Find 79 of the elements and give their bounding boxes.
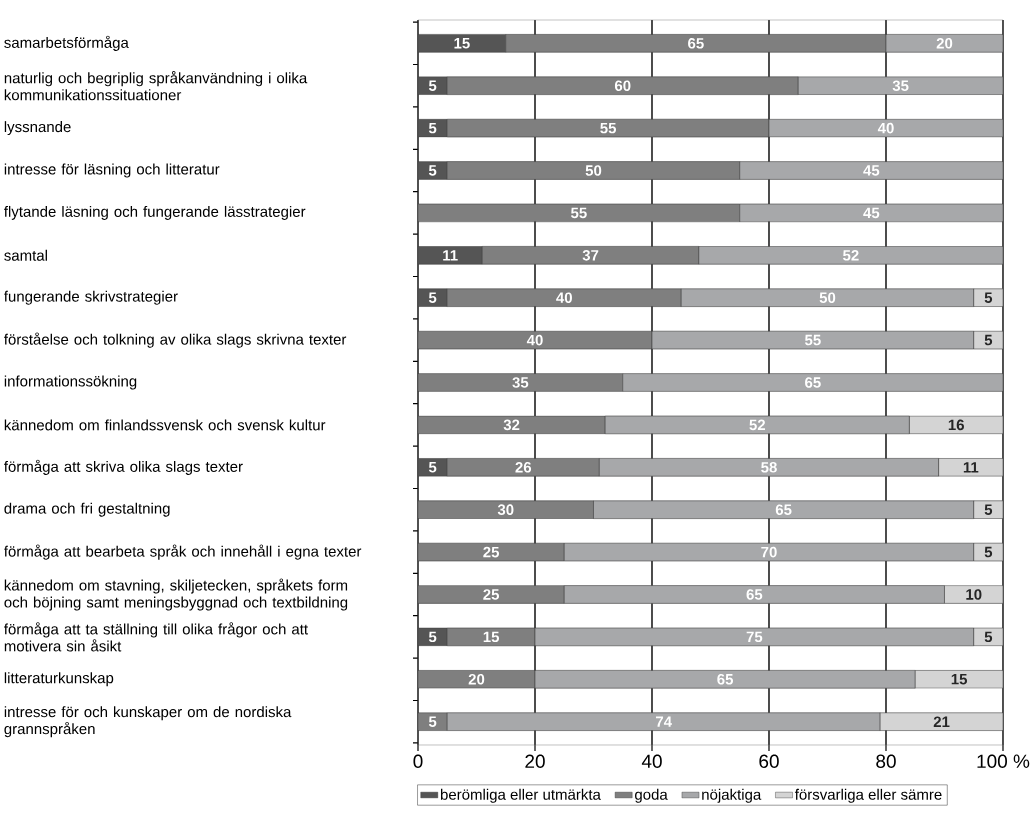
y-tick-label: naturlig och begriplig språkanvändning i olika kommunikationssituationer [4,71,308,101]
x-tick-label: 100 % [977,754,1030,768]
legend-label: berömliga eller utmärkta [440,788,601,803]
data-label: 11 [963,462,979,473]
data-label: 5 [428,631,437,643]
data-label: 55 [600,122,617,134]
data-label: 25 [483,546,500,558]
data-label: 52 [843,249,859,261]
data-label: 32 [503,419,520,431]
y-tick-label: förmåga att ta ställning till olika frågor och att motivera sin åsikt [4,622,308,652]
x-tick-label: 80 [876,754,896,768]
y-tick-label: litteraturkunskap [4,672,114,687]
legend-label: försvarliga eller sämre [794,788,942,803]
data-label: 35 [512,377,529,388]
data-label: 5 [428,716,437,727]
y-tick-label: kännedom om stavning, skiljetecken, språkets form och böjning samt meningsbyggnad och textbildning [4,578,348,611]
x-tick-label: 60 [759,754,779,768]
data-label: 30 [497,504,514,516]
data-label: 11 [443,250,458,261]
y-tick-label: informationssökning [4,375,137,390]
data-label: 5 [984,504,993,515]
data-label: 40 [877,122,894,134]
data-label: 50 [585,165,602,176]
data-label: 60 [614,80,631,92]
data-label: 25 [483,589,500,600]
data-label: 5 [428,80,437,91]
data-label: 70 [761,546,777,558]
y-tick-label: förmåga att bearbeta språk och innehåll i egna texter [4,544,362,560]
data-label: 74 [656,716,672,727]
data-label: 45 [863,165,880,176]
data-label: 5 [428,292,437,303]
x-tick-label: 20 [525,754,545,768]
data-label: 45 [863,207,880,219]
data-label: 65 [746,589,763,600]
data-label: 65 [775,504,792,515]
data-label: 15 [951,674,968,685]
y-tick-label: samtal [4,249,47,261]
x-tick-label: 40 [641,754,662,768]
data-label: 21 [933,716,950,727]
data-label: 65 [717,673,734,685]
x-tick-label: 0 [413,754,423,768]
legend-label: nöjaktiga [702,788,762,803]
data-label: 52 [749,419,766,431]
data-label: 5 [984,546,993,558]
data-label: 40 [556,292,572,304]
data-label: 65 [688,38,704,49]
y-tick-label: drama och fri gestaltning [4,502,170,517]
data-label: 65 [805,377,821,388]
y-tick-label: förmåga att skriva olika slags texter [4,459,243,475]
data-label: 5 [428,165,437,176]
data-label: 40 [526,334,543,346]
data-label: 55 [804,334,821,346]
data-label: 5 [428,462,437,473]
data-label: 55 [570,207,587,219]
data-label: 5 [984,631,993,643]
y-tick-label: kännedom om finlandssvensk och svensk kultur [4,419,326,431]
y-tick-label: samarbetsförmåga [4,35,129,51]
data-label: 5 [984,292,993,303]
data-label: 10 [966,589,982,600]
data-label: 16 [948,419,964,431]
data-label: 26 [515,461,532,473]
data-label: 20 [936,38,953,49]
y-tick-label: intresse för och kunskaper om de nordiska grannspråken [4,706,292,738]
legend-label: goda [635,788,668,803]
data-label: 35 [892,80,909,92]
y-tick-label: lyssnande [4,121,71,136]
data-label: 5 [984,334,993,346]
data-label: 50 [819,292,836,304]
data-label: 15 [483,631,500,643]
y-tick-label: intresse för läsning och litteratur [4,163,220,178]
y-tick-label: fungerande skrivstrategier [4,290,178,305]
data-label: 20 [468,673,485,685]
data-label: 37 [582,249,599,261]
data-label: 58 [761,461,777,473]
data-label: 15 [454,38,470,49]
y-tick-label: förståelse och tolkning av olika slags skrivna texter [4,332,347,348]
data-label: 5 [428,122,437,134]
y-tick-label: flytande läsning och fungerande lässtrategier [4,205,306,220]
data-label: 75 [746,631,763,643]
